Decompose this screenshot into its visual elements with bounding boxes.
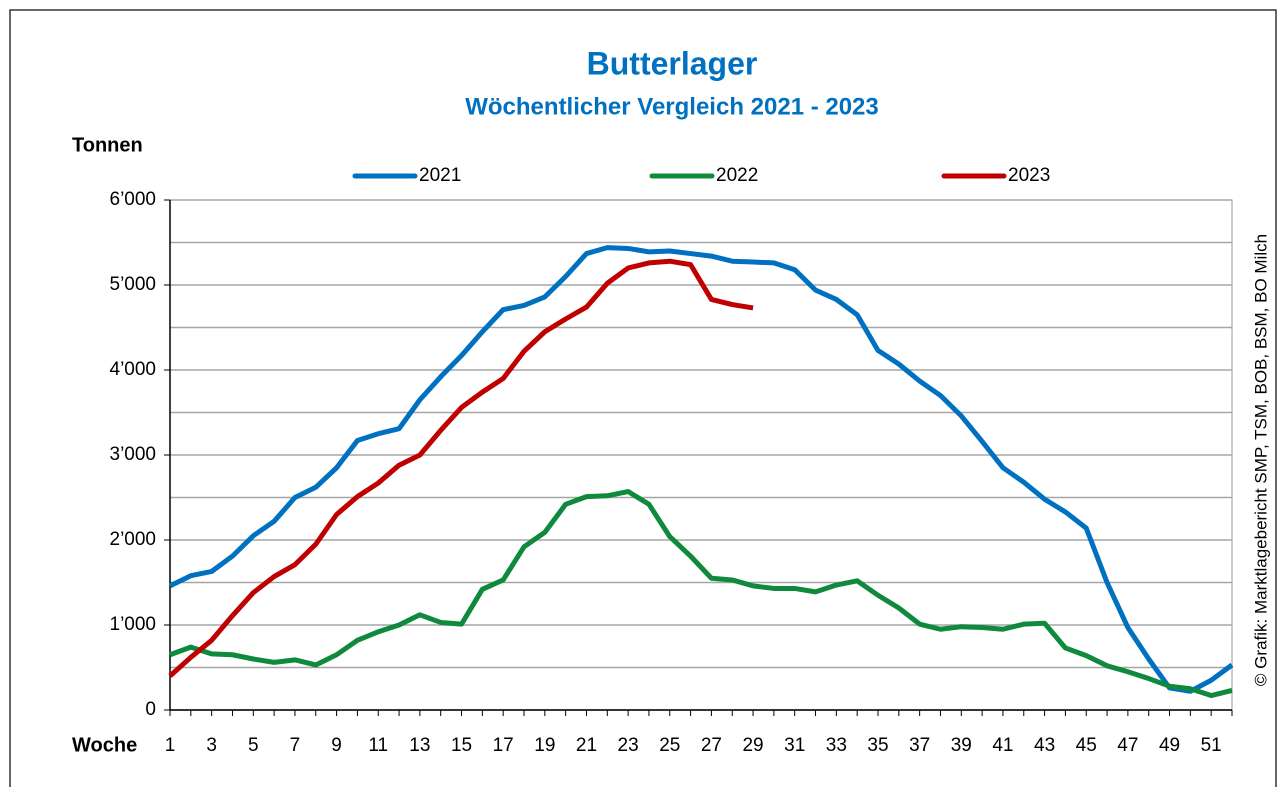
x-tick-label: 23 bbox=[618, 735, 639, 756]
x-tick-label: 5 bbox=[248, 735, 259, 756]
x-tick-label: 1 bbox=[165, 735, 176, 756]
x-tick-label: 43 bbox=[1034, 735, 1055, 756]
x-tick-label: 31 bbox=[784, 735, 805, 756]
x-tick-label: 51 bbox=[1201, 735, 1222, 756]
x-tick-label: 17 bbox=[493, 735, 514, 756]
y-tick-label: 4’000 bbox=[110, 359, 157, 380]
x-tick-label: 41 bbox=[992, 735, 1013, 756]
series-line bbox=[169, 489, 1233, 699]
legend-label: 2021 bbox=[419, 165, 461, 186]
x-axis-label: Woche bbox=[72, 734, 137, 756]
legend-label: 2022 bbox=[716, 165, 758, 186]
x-tick-label: 49 bbox=[1159, 735, 1180, 756]
x-tick-label: 9 bbox=[331, 735, 342, 756]
x-tick-label: 29 bbox=[742, 735, 763, 756]
x-tick-label: 15 bbox=[451, 735, 472, 756]
x-tick-label: 37 bbox=[909, 735, 930, 756]
source-note: © Grafik: Marktlagebericht SMP, TSM, BOB… bbox=[1251, 234, 1270, 686]
x-tick-label: 21 bbox=[576, 735, 597, 756]
y-tick-label: 2’000 bbox=[110, 529, 157, 550]
y-tick-label: 1’000 bbox=[110, 614, 157, 635]
x-tick-label: 27 bbox=[701, 735, 722, 756]
x-tick-label: 11 bbox=[368, 735, 388, 756]
x-tick-label: 33 bbox=[826, 735, 847, 756]
legend-label: 2023 bbox=[1008, 165, 1050, 186]
x-tick-label: 25 bbox=[659, 735, 680, 756]
x-tick-label: 35 bbox=[867, 735, 888, 756]
chart-title: Butterlager bbox=[587, 45, 758, 81]
x-tick-label: 45 bbox=[1076, 735, 1097, 756]
x-tick-label: 39 bbox=[951, 735, 972, 756]
frame bbox=[9, 9, 1277, 787]
y-tick-label: 0 bbox=[145, 699, 156, 720]
x-tick-label: 47 bbox=[1117, 735, 1138, 756]
x-tick-label: 3 bbox=[206, 735, 217, 756]
series-line bbox=[168, 245, 1234, 694]
x-tick-label: 19 bbox=[534, 735, 555, 756]
x-tick-label: 13 bbox=[409, 735, 430, 756]
chart-subtitle: Wöchentlicher Vergleich 2021 - 2023 bbox=[465, 93, 879, 120]
y-tick-label: 5’000 bbox=[110, 274, 157, 295]
y-tick-label: 6’000 bbox=[110, 189, 157, 210]
x-tick-label: 7 bbox=[290, 735, 301, 756]
series-line bbox=[168, 258, 754, 678]
y-axis-label: Tonnen bbox=[72, 134, 143, 156]
y-tick-label: 3’000 bbox=[110, 444, 157, 465]
